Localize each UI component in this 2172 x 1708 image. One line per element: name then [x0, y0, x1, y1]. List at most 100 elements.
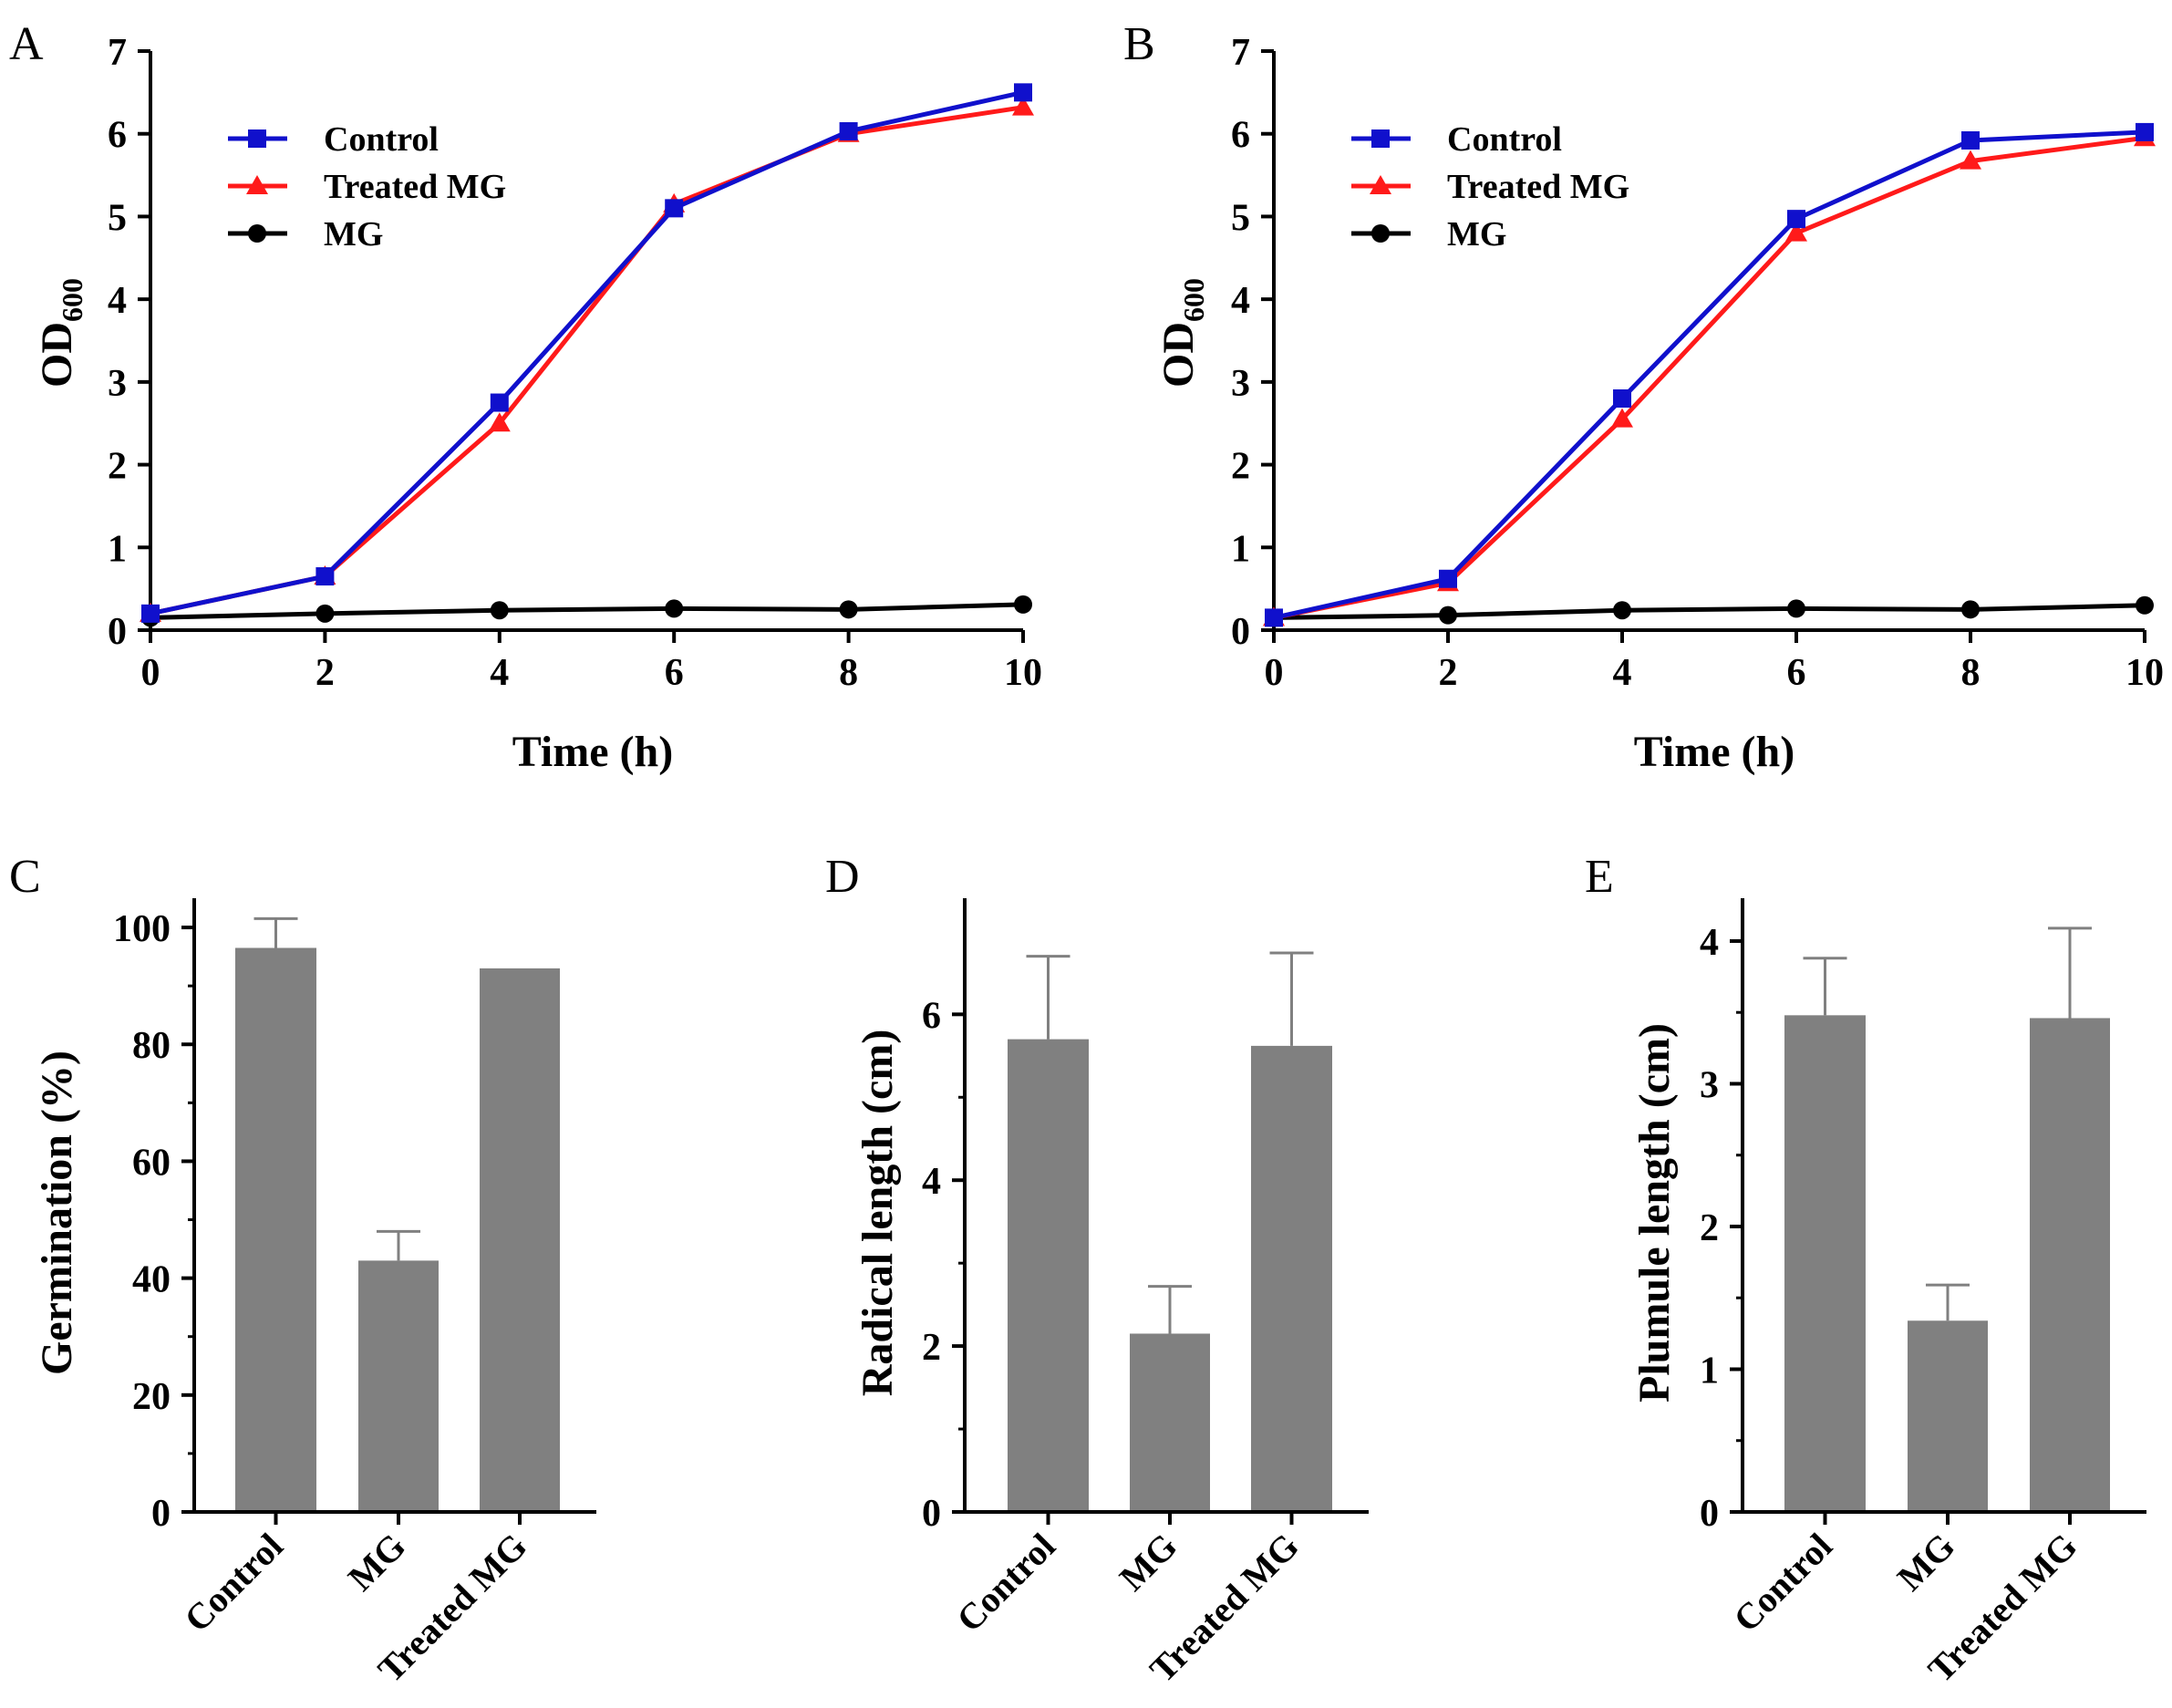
y-axis-title-subscript: 600: [56, 278, 88, 322]
data-point: [315, 567, 335, 586]
data-point: [1611, 408, 1633, 428]
x-tick-label: 10: [2125, 652, 2164, 694]
y-tick-label: 0: [1700, 1493, 1719, 1535]
plot-area: 0 1 2 3 4 5 6 7 0 2 4 6 8 10 Control Treated MG MG: [108, 32, 1042, 694]
y-tick-label: 4: [1231, 280, 1250, 322]
y-tick-label: 0: [922, 1493, 941, 1535]
y-tick-label: 4: [1700, 922, 1719, 964]
y-tick-label: 6: [108, 115, 127, 157]
series-mg: [141, 595, 1032, 627]
data-point: [1014, 83, 1032, 102]
legend-item: MG: [1351, 215, 1506, 254]
x-tick-label: 8: [839, 652, 858, 694]
y-tick-label: 2: [922, 1327, 941, 1369]
panel-letter: A: [9, 18, 44, 70]
y-tick-label: 3: [108, 363, 127, 405]
series-control: [141, 83, 1032, 623]
legend: Control Treated MG MG: [1351, 120, 1629, 254]
data-point: [1014, 595, 1032, 614]
y-axis-title: Plumule length (cm): [1630, 1023, 1679, 1403]
y-tick-label: 1: [1231, 528, 1250, 570]
data-point: [315, 604, 335, 623]
x-tick-label: 4: [490, 652, 509, 694]
x-tick-label: 2: [315, 652, 335, 694]
legend-swatch-marker: [1371, 224, 1390, 243]
y-tick-label: 80: [132, 1025, 171, 1067]
y-tick-label: 6: [922, 995, 941, 1037]
legend-item: Treated MG: [1351, 168, 1629, 206]
x-tick-label: 0: [1265, 652, 1284, 694]
series-line: [150, 602, 1024, 620]
y-axis-title: OD600: [33, 278, 88, 388]
y-tick-label: 60: [132, 1142, 171, 1184]
x-tick-label: 8: [1961, 652, 1981, 694]
data-point: [141, 604, 160, 623]
y-tick-label: 3: [1231, 363, 1250, 405]
data-point: [1012, 96, 1034, 116]
y-tick-label: 5: [1231, 197, 1250, 239]
y-tick-label: 2: [1700, 1207, 1719, 1249]
bar: [358, 1260, 439, 1512]
panel-letter: C: [9, 851, 41, 903]
x-axis-title: Time (h): [512, 728, 673, 776]
data-point: [1439, 569, 1457, 588]
y-tick-label: 2: [1231, 446, 1250, 488]
bar: [1130, 1333, 1210, 1512]
x-tick-label: 6: [665, 652, 684, 694]
y-tick-label: 4: [922, 1161, 941, 1203]
legend-label: Control: [324, 120, 439, 159]
data-point: [1961, 600, 1980, 619]
legend: Control Treated MG MG: [228, 120, 506, 254]
bar: [235, 947, 316, 1512]
legend-label: MG: [324, 215, 383, 254]
y-tick-label: 3: [1700, 1064, 1719, 1106]
bar: [2030, 1018, 2110, 1512]
data-point: [1265, 608, 1283, 627]
legend-label: Treated MG: [1447, 168, 1629, 206]
y-tick-label: 1: [1700, 1350, 1719, 1392]
data-point: [1787, 599, 1805, 618]
y-tick-label: 1: [108, 528, 127, 570]
series-line: [1273, 603, 2146, 620]
legend-item: Control: [1351, 120, 1562, 159]
plot-area: 0 1 2 3 4 5 6 7 0 2 4 6 8 10 Control Treated MG MG: [1231, 32, 2164, 694]
bar: [1908, 1320, 1988, 1512]
data-point: [1960, 150, 1981, 170]
legend-swatch-marker: [246, 175, 268, 194]
legend-swatch-marker: [1371, 129, 1390, 148]
y-tick-label: 7: [108, 32, 127, 74]
legend-swatch-marker: [1370, 175, 1391, 194]
legend-label: Treated MG: [324, 168, 506, 206]
panel-letter: E: [1585, 851, 1614, 903]
data-point: [1613, 601, 1631, 620]
data-point: [665, 199, 684, 218]
series-line: [150, 89, 1024, 616]
data-point: [1787, 210, 1805, 229]
data-point: [839, 600, 858, 619]
x-tick-label: 6: [1787, 652, 1806, 694]
y-tick-label: 0: [1231, 611, 1250, 653]
y-tick-label: 0: [108, 611, 127, 653]
x-tick-label: 10: [1004, 652, 1042, 694]
data-point: [665, 599, 684, 618]
y-tick-label: 40: [132, 1259, 171, 1301]
data-point: [1613, 389, 1631, 408]
data-point: [2136, 122, 2154, 141]
y-axis-title-main: OD: [1154, 322, 1203, 388]
legend-item: MG: [228, 215, 383, 254]
x-tick-label: 0: [141, 652, 160, 694]
y-tick-label: 100: [113, 908, 171, 950]
bar: [480, 968, 560, 1512]
panel-a: A OD600 Time (h) 0 1 2 3 4 5 6 7 0 2 4 6 8 10 Control T…: [9, 18, 1042, 776]
legend-item: Treated MG: [228, 168, 506, 206]
series-control: [1265, 122, 2154, 627]
y-tick-label: 4: [108, 280, 127, 322]
y-tick-label: 6: [1231, 115, 1250, 157]
y-tick-label: 7: [1231, 32, 1250, 74]
series-line: [1273, 135, 2146, 620]
data-point: [488, 412, 511, 432]
y-tick-label: 2: [108, 446, 127, 488]
